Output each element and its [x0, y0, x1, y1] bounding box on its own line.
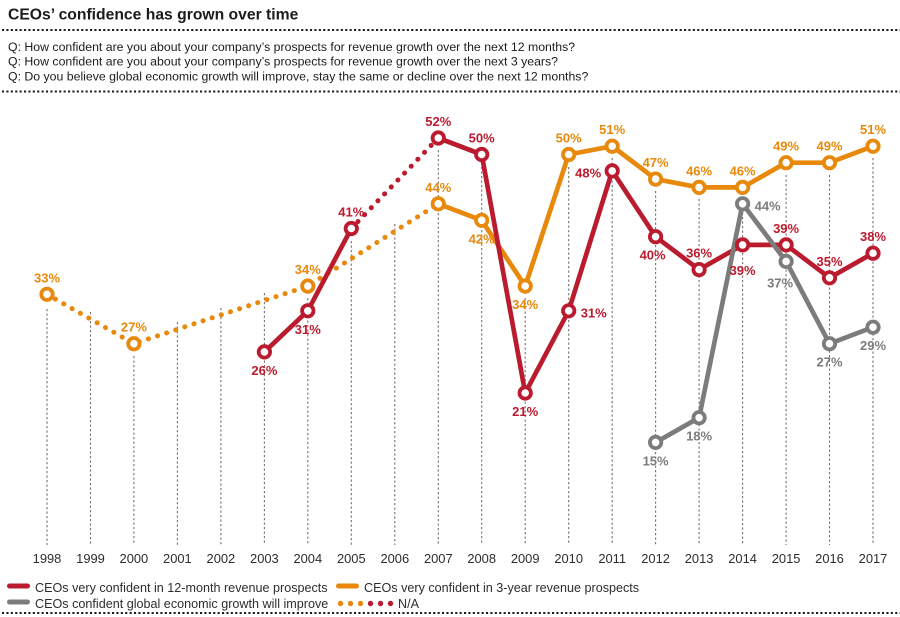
svg-text:49%: 49% [816, 139, 842, 154]
svg-text:1999: 1999 [76, 551, 105, 566]
svg-text:26%: 26% [251, 363, 277, 378]
svg-text:2014: 2014 [728, 551, 757, 566]
svg-text:2017: 2017 [859, 551, 888, 566]
svg-text:50%: 50% [556, 131, 582, 146]
svg-text:2013: 2013 [685, 551, 714, 566]
svg-text:48%: 48% [575, 165, 601, 180]
svg-text:CEOs very confident in 12-mont: CEOs very confident in 12-month revenue … [35, 581, 328, 595]
svg-text:18%: 18% [686, 429, 712, 444]
svg-text:52%: 52% [425, 114, 451, 129]
svg-text:2000: 2000 [120, 551, 149, 566]
svg-text:2006: 2006 [380, 551, 409, 566]
svg-text:Q: How confident are you about: Q: How confident are you about your comp… [8, 55, 558, 69]
svg-text:51%: 51% [599, 122, 625, 137]
svg-text:41%: 41% [338, 205, 364, 220]
svg-text:21%: 21% [512, 404, 538, 419]
svg-text:2015: 2015 [772, 551, 801, 566]
svg-text:Q: How confident are you about: Q: How confident are you about your comp… [8, 40, 575, 54]
svg-text:2010: 2010 [554, 551, 583, 566]
svg-text:42%: 42% [469, 231, 495, 246]
svg-text:37%: 37% [767, 275, 793, 290]
svg-text:46%: 46% [730, 163, 756, 178]
svg-text:33%: 33% [34, 270, 60, 285]
svg-text:2009: 2009 [511, 551, 540, 566]
svg-text:44%: 44% [755, 198, 781, 213]
svg-text:36%: 36% [686, 246, 712, 261]
svg-text:CEOs confident global economic: CEOs confident global economic growth wi… [35, 597, 328, 611]
svg-text:1998: 1998 [33, 551, 62, 566]
svg-text:39%: 39% [730, 263, 756, 278]
svg-text:15%: 15% [643, 453, 669, 468]
svg-text:34%: 34% [512, 297, 538, 312]
svg-text:44%: 44% [425, 180, 451, 195]
svg-text:2005: 2005 [337, 551, 366, 566]
svg-text:2012: 2012 [641, 551, 670, 566]
svg-text:N/A: N/A [398, 597, 420, 611]
svg-text:2016: 2016 [815, 551, 844, 566]
svg-text:31%: 31% [295, 322, 321, 337]
svg-text:49%: 49% [773, 139, 799, 154]
svg-text:2007: 2007 [424, 551, 453, 566]
svg-text:39%: 39% [773, 221, 799, 236]
svg-text:2001: 2001 [163, 551, 192, 566]
svg-text:2008: 2008 [467, 551, 496, 566]
svg-text:Q: Do you believe global econo: Q: Do you believe global economic growth… [8, 69, 588, 83]
svg-text:CEOs very confident in 3-year: CEOs very confident in 3-year revenue pr… [364, 581, 639, 595]
svg-text:31%: 31% [581, 305, 607, 320]
svg-text:2002: 2002 [207, 551, 236, 566]
svg-text:46%: 46% [686, 163, 712, 178]
svg-text:40%: 40% [640, 248, 666, 263]
svg-text:29%: 29% [860, 338, 886, 353]
svg-text:34%: 34% [295, 262, 321, 277]
svg-text:35%: 35% [816, 254, 842, 269]
svg-text:27%: 27% [816, 355, 842, 370]
svg-text:2003: 2003 [250, 551, 279, 566]
svg-text:2011: 2011 [598, 551, 626, 566]
svg-text:47%: 47% [643, 155, 669, 170]
svg-text:CEOs’ confidence has grown ove: CEOs’ confidence has grown over time [8, 7, 299, 24]
svg-text:38%: 38% [860, 229, 886, 244]
svg-text:2004: 2004 [293, 551, 322, 566]
svg-text:51%: 51% [860, 122, 886, 137]
svg-text:50%: 50% [469, 131, 495, 146]
svg-text:27%: 27% [121, 320, 147, 335]
